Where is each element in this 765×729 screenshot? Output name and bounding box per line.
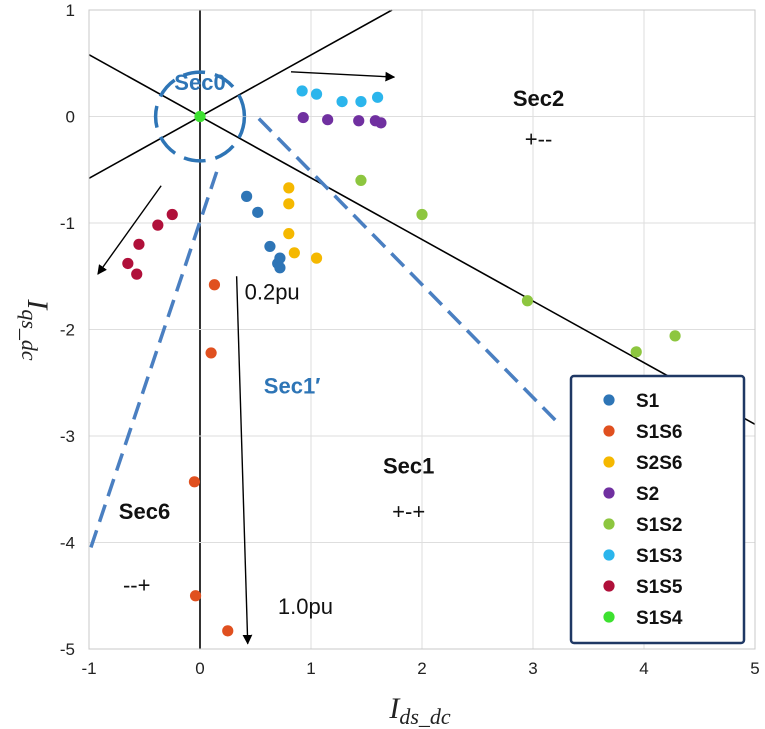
x-tick-label: 1 <box>306 659 315 678</box>
data-point <box>283 228 295 240</box>
data-point <box>310 252 323 264</box>
data-point <box>241 190 253 202</box>
x-tick-label: 2 <box>417 659 426 678</box>
annotation-label: +-- <box>525 126 553 151</box>
legend: S1 S1S6 S2S6 S2 S1S2 S1S3 S1S5 S1S4 <box>569 374 746 645</box>
data-point <box>355 174 367 186</box>
y-tick-label: -1 <box>60 214 75 233</box>
data-point <box>353 115 365 127</box>
series-s1 <box>241 190 286 274</box>
y-tick-label: -4 <box>60 534 75 553</box>
data-point <box>189 590 202 602</box>
tick-labels: -1 0 1 2 3 4 5 1 0 -1 -2 -3 -4 -5 <box>60 1 760 678</box>
legend-label: S1S5 <box>636 577 683 598</box>
legend-label: S1S6 <box>636 422 682 443</box>
legend-label: S1S2 <box>636 515 682 536</box>
sector-dashed-boundary <box>257 117 557 422</box>
legend-marker <box>603 549 615 561</box>
data-point <box>416 208 428 221</box>
sector-boundary-line <box>88 9 393 179</box>
legend-marker <box>603 518 615 530</box>
annotation-label: 1.0pu <box>278 594 333 619</box>
series-s1s6 <box>188 279 234 637</box>
annotation-label: Sec1′ <box>264 373 321 398</box>
legend-label: S1 <box>636 391 660 412</box>
sector-dashed-boundary <box>87 171 219 554</box>
legend-label: S1S4 <box>636 608 683 629</box>
data-point <box>296 85 308 97</box>
series-s2 <box>297 111 387 129</box>
data-point <box>205 347 217 359</box>
plot-border <box>88 9 756 650</box>
annotations: Sec0 Sec2 +-- 0.2pu Sec1′ Sec1 +-+ Sec6 --+ 1.0pu <box>119 70 564 619</box>
annotation-label: Sec0 <box>174 70 225 95</box>
annotation-label: +-+ <box>392 499 425 524</box>
legend-marker <box>603 580 615 592</box>
data-point <box>630 346 642 358</box>
legend-marker <box>603 425 615 437</box>
sec0-dashed-circle <box>153 70 247 163</box>
y-tick-label: -3 <box>60 427 75 446</box>
data-point <box>375 117 387 129</box>
data-point <box>297 111 309 124</box>
data-point <box>252 206 264 218</box>
data-point <box>222 625 234 637</box>
legend-marker <box>603 611 615 623</box>
data-point <box>194 110 206 123</box>
y-tick-label: 0 <box>66 108 75 127</box>
x-tick-label: 0 <box>195 659 204 678</box>
legend-label: S2S6 <box>636 453 682 474</box>
data-point <box>166 208 178 221</box>
y-tick-label: -5 <box>60 640 75 659</box>
data-point <box>288 247 300 259</box>
data-point <box>283 198 295 210</box>
y-axis-title: Iqs_dc <box>17 298 54 361</box>
series-s1s5 <box>122 208 178 280</box>
data-point <box>372 91 384 103</box>
annotation-label: Sec2 <box>513 86 564 111</box>
data-point <box>274 262 286 274</box>
data-points <box>122 85 681 637</box>
legend-label: S1S3 <box>636 546 682 567</box>
data-point <box>188 476 201 488</box>
series-s1s2 <box>355 174 681 358</box>
x-tick-label: -1 <box>81 659 96 678</box>
annotation-label: Sec6 <box>119 499 170 524</box>
y-tick-label: -2 <box>60 321 75 340</box>
legend-marker <box>603 487 615 499</box>
data-point <box>152 219 164 231</box>
data-point <box>133 238 145 250</box>
y-tick-label: 1 <box>66 1 75 20</box>
data-point <box>208 279 221 291</box>
direction-arrow <box>97 185 162 275</box>
series-s1s4 <box>194 110 206 123</box>
legend-label: S2 <box>636 484 659 505</box>
data-point <box>355 95 367 108</box>
annotation-label: 0.2pu <box>245 280 300 305</box>
legend-box <box>569 374 746 645</box>
series-s2s6 <box>283 182 323 264</box>
direction-arrow <box>290 71 396 82</box>
data-point <box>669 330 681 342</box>
annotation-label: Sec1 <box>383 453 434 478</box>
data-point <box>264 240 276 253</box>
legend-marker <box>603 394 615 406</box>
x-tick-label: 3 <box>528 659 537 678</box>
annotation-label: --+ <box>123 573 151 598</box>
x-tick-label: 4 <box>639 659 648 678</box>
data-point <box>122 257 134 270</box>
data-point <box>274 252 286 264</box>
data-point <box>521 295 534 307</box>
series-s1s3 <box>296 85 384 108</box>
data-point <box>322 114 334 126</box>
data-point <box>131 268 143 280</box>
legend-marker <box>603 456 615 468</box>
direction-arrow <box>235 276 253 645</box>
data-point <box>310 88 323 100</box>
x-axis-title: Ids_dc <box>388 692 451 729</box>
data-point <box>336 95 348 108</box>
data-point <box>283 182 295 194</box>
x-tick-label: 5 <box>750 659 759 678</box>
